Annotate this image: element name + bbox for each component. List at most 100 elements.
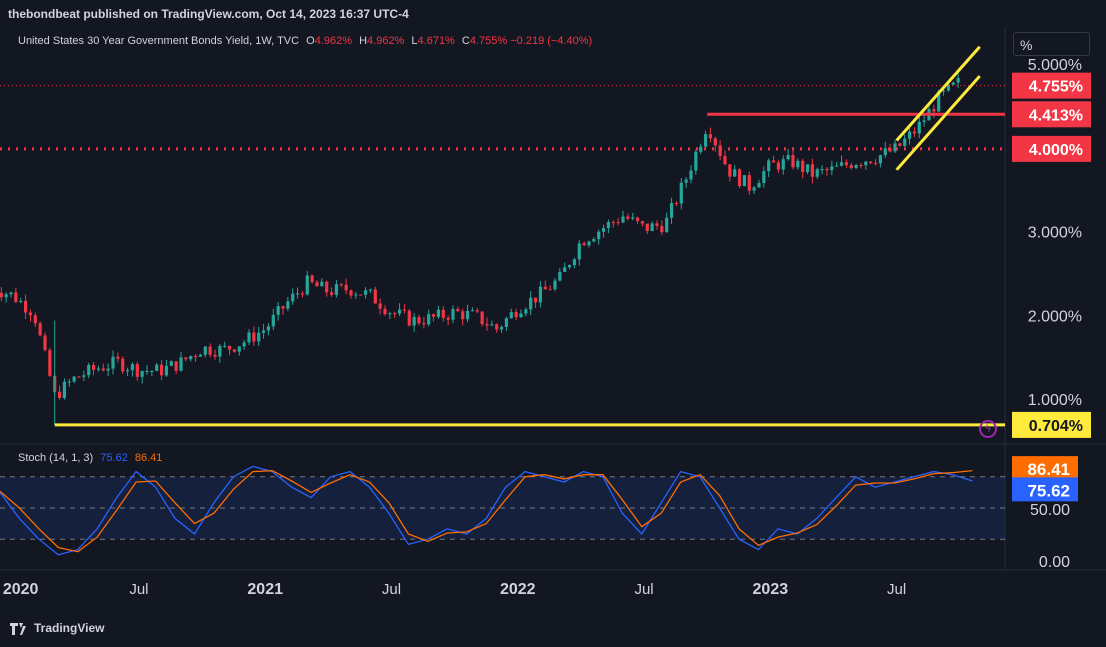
candle-body [728,164,732,177]
candle-body [247,332,251,343]
candle-body [640,221,645,224]
candle-body [572,259,577,266]
candle-body [912,131,917,134]
candle-body [461,311,465,320]
candle-body [869,161,873,164]
candle-body [412,316,416,326]
high-value: 4.962% [367,35,405,47]
candle-body [198,354,203,357]
candle-body [786,155,790,160]
candle-body [77,376,81,378]
candle-body [252,332,256,342]
candle-body [524,309,528,314]
candle-body [587,241,591,246]
candle-body [291,293,295,302]
candle-body [300,293,305,295]
candle-body [713,138,717,146]
candle-body [635,217,640,222]
candle-body [393,313,397,315]
x-tick-label: Jul [887,581,906,598]
price-tag [1012,411,1091,438]
candle-body [111,356,115,369]
stoch-d-value: 86.41 [134,452,163,464]
candle-body [436,309,441,317]
candle-body [203,346,207,355]
candle-body [179,357,183,371]
candle-body [611,221,615,223]
candle-body [621,216,625,223]
candle-body [242,342,246,347]
open-label: O [306,35,315,47]
candle-body [281,306,285,309]
candle-body [43,335,47,350]
candle-body [529,297,533,310]
candle-body [655,223,659,226]
x-tick-label: 2020 [3,581,39,598]
candle-body [767,160,771,172]
stoch-d-line [0,469,973,553]
footer-brand: TradingView [10,621,104,635]
price-tag [1012,101,1091,128]
percent-scale-button[interactable]: % [1013,32,1090,56]
candle-body [669,203,674,218]
y-tick-label: 3.000% [1028,225,1082,242]
candle-body [776,162,781,170]
candle-body [903,138,907,146]
candle-body [689,170,693,180]
lightning-icon[interactable]: ϟ [979,420,997,438]
candle-body [538,286,543,303]
candle-body [762,171,766,184]
candle-body [844,162,849,166]
candle-body [815,169,819,177]
candle-body [504,318,509,327]
candle-body [72,376,76,382]
candle-body [305,275,309,295]
candle-body [796,160,800,168]
price-tag-label: 0.704% [1029,418,1083,435]
top-bar: thebondbeat published on TradingView.com… [0,0,1106,28]
candle-body [878,155,883,164]
candle-body [810,164,815,177]
candle-body [533,297,538,303]
candle-body [684,179,688,183]
candle-body [422,323,426,325]
candle-body [67,381,71,383]
candle-body [87,364,91,376]
candle-body [354,294,358,296]
candle-body [883,148,887,156]
candle-body [427,314,431,325]
candle-body [873,163,878,165]
candle-body [941,90,946,92]
candle-body [499,326,504,330]
open-value: 4.962% [314,35,353,47]
candle-body [830,166,834,171]
x-tick-label: 2022 [500,581,536,598]
candle-body [548,289,552,291]
candle-body [801,160,805,172]
candle-body [718,145,722,157]
candle-body [679,182,683,204]
candle-body [674,203,679,205]
candle-body [805,164,810,172]
low-value: 4.671% [417,35,455,47]
candle-body [553,280,557,290]
candle-body [257,332,261,342]
candle-body [694,151,698,171]
candle-body [14,292,18,303]
candle-body [490,324,494,326]
candle-body [441,309,445,318]
candle-body [19,300,23,303]
close-label: C [461,35,470,47]
candle-body [601,228,606,232]
y-tick-label: 2.000% [1028,308,1082,325]
candle-body [519,313,523,318]
stoch-k-value: 75.62 [100,452,128,464]
candle-body [932,109,936,112]
candle-body [339,284,343,286]
stoch-value-label: 86.41 [1027,460,1070,479]
candle-body [0,292,3,298]
stoch-title: Stoch (14, 1, 3) [18,452,94,464]
candle-body [227,345,232,350]
candle-body [854,164,858,169]
